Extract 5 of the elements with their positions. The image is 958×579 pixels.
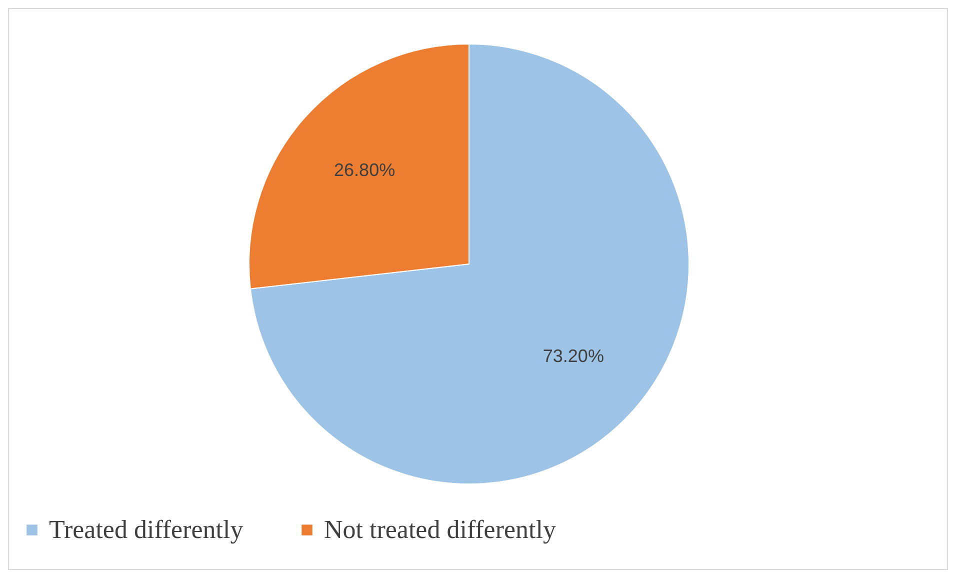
pie-slice: [250, 44, 690, 484]
legend-label: Treated differently: [49, 515, 244, 544]
data-label: 73.20%: [542, 346, 604, 366]
legend-label: Not treated differently: [324, 515, 556, 544]
data-label: 26.80%: [334, 160, 396, 180]
